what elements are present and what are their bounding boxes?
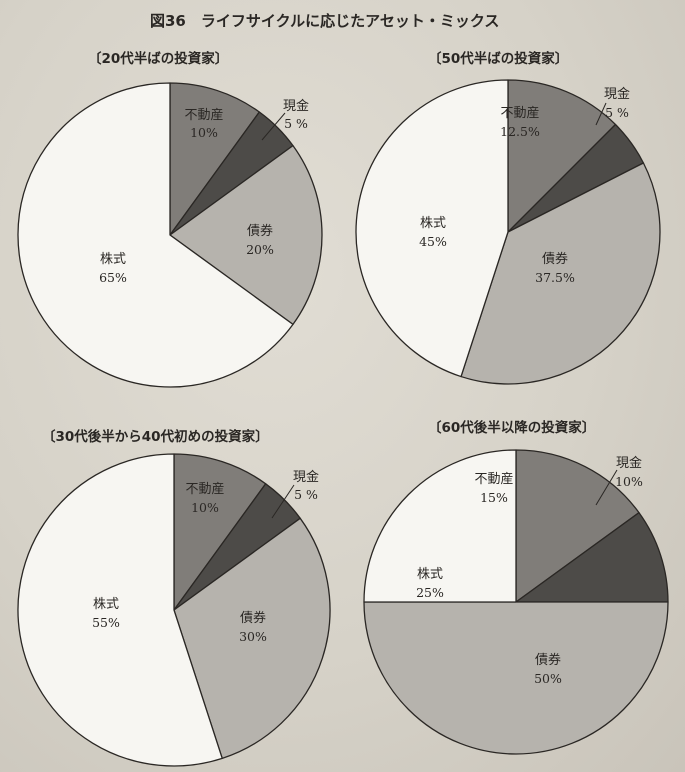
slice-label: 現金 xyxy=(616,455,642,471)
slice-percent: 45% xyxy=(419,234,447,249)
slice-percent: 10% xyxy=(190,125,218,140)
slice-percent: 37.5% xyxy=(535,270,575,285)
slice-percent: 5 % xyxy=(605,105,629,120)
pie-chart-2: 〔50代半ばの投資家〕不動産 12.5% 現金 5 % 債券 37.5% 株式 45% xyxy=(356,50,660,384)
slice-label: 債券 xyxy=(535,652,561,668)
slice-percent: 20% xyxy=(246,242,274,257)
slice-percent: 5 % xyxy=(284,116,308,131)
pie-chart-title: 〔30代後半から40代初めの投資家〕 xyxy=(42,428,269,445)
slice-label: 株式 xyxy=(100,252,126,267)
slice-percent: 65% xyxy=(99,270,127,285)
slice-percent: 25% xyxy=(416,585,444,600)
slice-percent: 12.5% xyxy=(500,124,540,139)
pie-chart-title: 〔60代後半以降の投資家〕 xyxy=(428,419,595,436)
slice-label: 現金 xyxy=(604,86,630,102)
slice-label: 株式 xyxy=(420,216,446,231)
slice-label: 現金 xyxy=(283,98,309,114)
slice-percent: 30% xyxy=(239,629,267,644)
slice-label: 株式 xyxy=(417,567,443,582)
slice-percent: 15% xyxy=(480,490,508,505)
slice-label: 不動産 xyxy=(500,105,539,121)
slice-label: 不動産 xyxy=(184,107,223,123)
slice-percent: 55% xyxy=(92,615,120,630)
figure-title: 図36 ライフサイクルに応じたアセット・ミックス xyxy=(150,12,499,30)
pie-chart-4: 〔60代後半以降の投資家〕不動産 15% 現金 10% 債券 50% 株式 25% xyxy=(364,419,668,754)
slice-label: 不動産 xyxy=(185,481,224,497)
slice-label: 債券 xyxy=(542,251,568,267)
pie-slice-債券 xyxy=(364,602,668,754)
slice-label: 債券 xyxy=(240,610,266,626)
slice-label: 現金 xyxy=(293,469,319,485)
pie-chart-1: 〔20代半ばの投資家〕不動産 10% 現金 5 % 債券 20% 株式 65% xyxy=(18,50,322,387)
slice-percent: 50% xyxy=(534,671,562,686)
pie-chart-3: 〔30代後半から40代初めの投資家〕不動産 10% 現金 5 % 債券 30% 株式 55% xyxy=(18,428,330,766)
slice-percent: 5 % xyxy=(294,487,318,502)
pie-chart-title: 〔20代半ばの投資家〕 xyxy=(88,50,228,67)
slice-label: 債券 xyxy=(247,223,273,239)
slice-percent: 10% xyxy=(615,474,643,489)
slice-label: 不動産 xyxy=(474,471,513,487)
pie-chart-title: 〔50代半ばの投資家〕 xyxy=(428,50,568,67)
slice-label: 株式 xyxy=(93,597,119,612)
slice-percent: 10% xyxy=(191,500,219,515)
